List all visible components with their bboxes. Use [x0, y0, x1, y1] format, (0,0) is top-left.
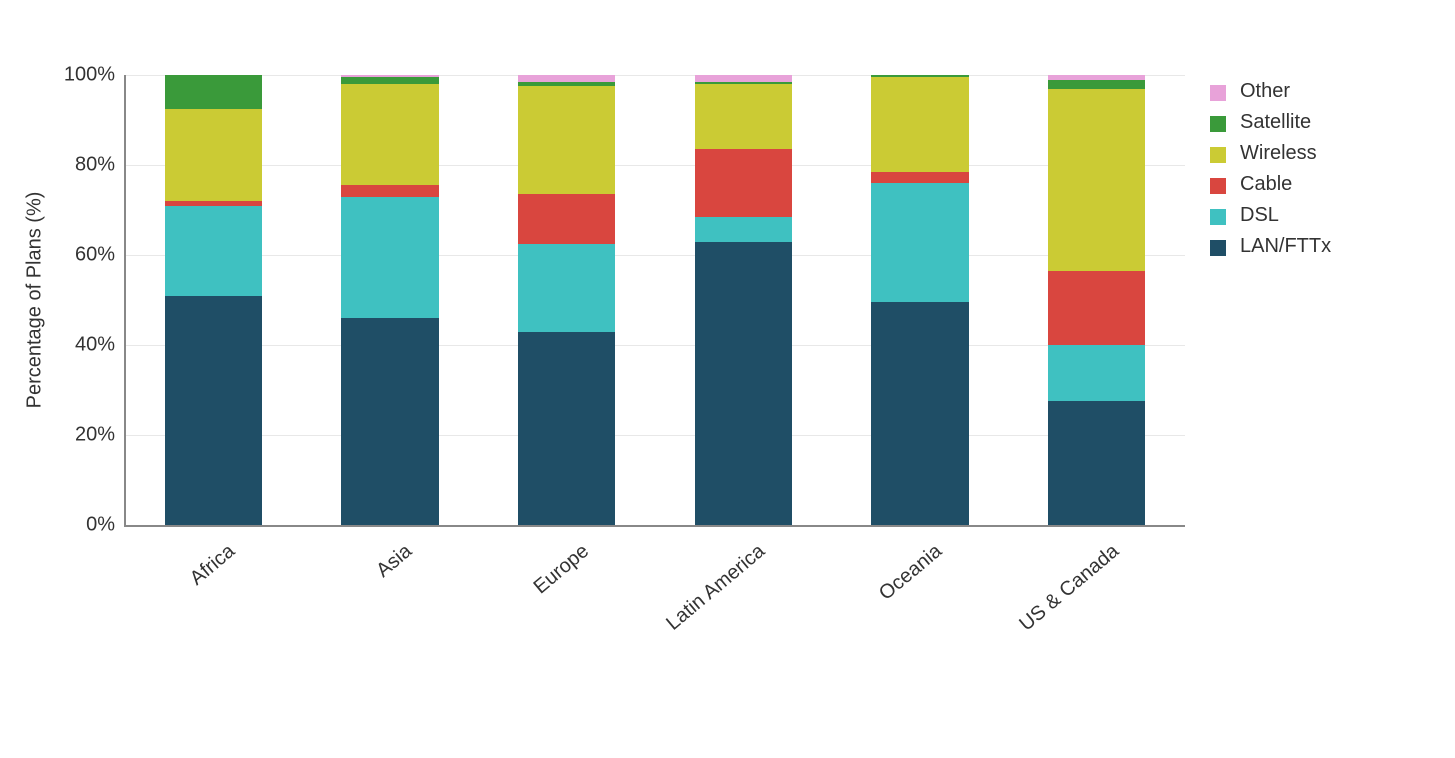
- bar-group: [871, 75, 968, 525]
- legend-item-satellite: Satellite: [1210, 111, 1331, 134]
- legend-label: Satellite: [1240, 111, 1311, 134]
- grid-line: [125, 165, 1185, 166]
- legend-label: Other: [1240, 80, 1290, 103]
- plot-area: 0%20%40%60%80%100%: [125, 75, 1185, 525]
- legend-item-dsl: DSL: [1210, 204, 1331, 227]
- bar-segment-dsl: [1048, 345, 1145, 401]
- y-tick-label: 0%: [86, 514, 125, 537]
- bar-segment-cable: [341, 185, 438, 196]
- bar-segment-satellite: [341, 77, 438, 84]
- legend-item-other: Other: [1210, 80, 1331, 103]
- legend-swatch: [1210, 147, 1226, 163]
- bar-segment-cable: [1048, 271, 1145, 345]
- bar-segment-other: [518, 75, 615, 82]
- y-tick-label: 40%: [75, 334, 125, 357]
- bar-group: [695, 75, 792, 525]
- bar-segment-cable: [871, 172, 968, 183]
- bar-segment-lan_fttx: [695, 242, 792, 526]
- bar-segment-cable: [165, 201, 262, 206]
- bar-segment-cable: [518, 194, 615, 244]
- bar-group: [518, 75, 615, 525]
- bar-segment-other: [341, 75, 438, 77]
- x-axis-line: [125, 525, 1185, 527]
- bar-segment-satellite: [695, 82, 792, 84]
- stacked-bar-chart: Percentage of Plans (%) 0%20%40%60%80%10…: [0, 0, 1455, 758]
- bar-segment-lan_fttx: [341, 318, 438, 525]
- bar-segment-wireless: [871, 77, 968, 172]
- legend-swatch: [1210, 178, 1226, 194]
- bar-segment-dsl: [341, 197, 438, 319]
- legend-label: Wireless: [1240, 142, 1317, 165]
- bar-segment-other: [695, 75, 792, 82]
- legend-label: Cable: [1240, 173, 1292, 196]
- bar-segment-satellite: [165, 75, 262, 109]
- bar-segment-satellite: [871, 75, 968, 77]
- bar-segment-dsl: [695, 217, 792, 242]
- bar-segment-dsl: [165, 206, 262, 296]
- bar-segment-other: [1048, 75, 1145, 80]
- legend-item-lan_fttx: LAN/FTTx: [1210, 235, 1331, 258]
- legend-swatch: [1210, 209, 1226, 225]
- x-tick-label: US & Canada: [955, 540, 1123, 686]
- x-tick-label: Latin America: [602, 540, 770, 686]
- legend-label: LAN/FTTx: [1240, 235, 1331, 258]
- y-axis-line: [124, 75, 126, 527]
- bar-segment-wireless: [1048, 89, 1145, 271]
- bar-segment-wireless: [695, 84, 792, 149]
- bar-segment-cable: [695, 149, 792, 217]
- grid-line: [125, 75, 1185, 76]
- bar-segment-lan_fttx: [165, 296, 262, 526]
- y-axis-label: Percentage of Plans (%): [24, 192, 47, 409]
- bar-segment-lan_fttx: [871, 302, 968, 525]
- bar-segment-satellite: [518, 82, 615, 87]
- legend-swatch: [1210, 85, 1226, 101]
- bar-segment-wireless: [341, 84, 438, 185]
- bar-group: [1048, 75, 1145, 525]
- bar-segment-lan_fttx: [518, 332, 615, 526]
- x-tick-label: Europe: [425, 540, 593, 686]
- y-tick-label: 20%: [75, 424, 125, 447]
- legend-item-wireless: Wireless: [1210, 142, 1331, 165]
- legend: Other Satellite Wireless Cable DSL LAN/FTTx: [1210, 80, 1331, 266]
- legend-swatch: [1210, 116, 1226, 132]
- bar-segment-dsl: [518, 244, 615, 332]
- bar-group: [341, 75, 438, 525]
- x-tick-label: Asia: [249, 540, 417, 686]
- y-tick-label: 80%: [75, 154, 125, 177]
- legend-item-cable: Cable: [1210, 173, 1331, 196]
- legend-swatch: [1210, 240, 1226, 256]
- grid-line: [125, 435, 1185, 436]
- bar-segment-wireless: [518, 86, 615, 194]
- y-tick-label: 100%: [64, 64, 125, 87]
- bar-segment-lan_fttx: [1048, 401, 1145, 525]
- bar-segment-satellite: [1048, 80, 1145, 89]
- bar-segment-dsl: [871, 183, 968, 302]
- legend-label: DSL: [1240, 204, 1279, 227]
- grid-line: [125, 255, 1185, 256]
- bar-group: [165, 75, 262, 525]
- x-tick-label: Africa: [72, 540, 240, 686]
- y-tick-label: 60%: [75, 244, 125, 267]
- x-tick-label: Oceania: [779, 540, 947, 686]
- bar-segment-wireless: [165, 109, 262, 201]
- grid-line: [125, 345, 1185, 346]
